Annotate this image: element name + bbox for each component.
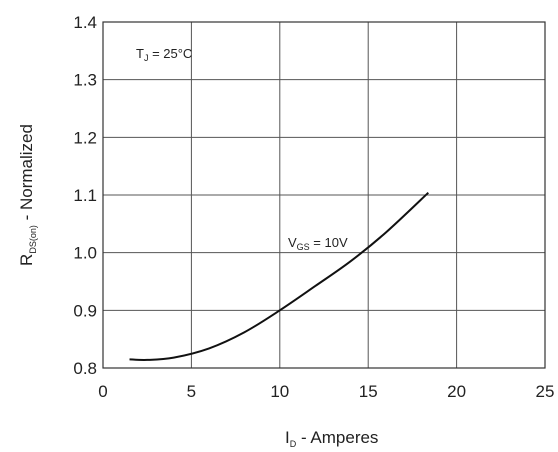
annotation-vgs-main: V <box>288 235 297 250</box>
series-line <box>129 191 429 361</box>
annotation-tj-sub: J <box>144 53 149 63</box>
y-axis-title-rest: - Normalized <box>17 124 36 225</box>
y-axis-title-main: R <box>17 254 36 266</box>
annotation-vgs: VGS = 10V <box>288 235 348 252</box>
x-tick-label: 0 <box>98 382 107 401</box>
x-axis-title-main: I <box>285 428 290 447</box>
annotation-vgs-sub: GS <box>297 242 310 252</box>
x-axis-title-sub: D <box>290 439 297 449</box>
x-tick-label: 25 <box>536 382 555 401</box>
plot-border <box>102 21 546 369</box>
y-axis-title: RDS(on) - Normalized <box>17 124 38 266</box>
y-tick-labels: 0.8 0.9 1.0 1.1 1.2 1.3 1.4 <box>73 13 97 378</box>
y-tick-label: 1.4 <box>73 13 97 32</box>
y-tick-label: 0.9 <box>73 301 97 320</box>
x-axis-title: ID - Amperes <box>285 428 378 449</box>
annotation-tj-rest: = 25°C <box>148 46 192 61</box>
y-tick-label: 1.0 <box>73 244 97 263</box>
y-tick-label: 1.3 <box>73 71 97 90</box>
x-axis-title-rest: - Amperes <box>296 428 378 447</box>
x-tick-labels: 0 5 10 15 20 25 <box>98 382 554 401</box>
x-tick-label: 5 <box>187 382 196 401</box>
annotation-vgs-rest: = 10V <box>310 235 348 250</box>
y-tick-label: 1.2 <box>73 128 97 147</box>
x-tick-label: 10 <box>270 382 289 401</box>
grid <box>102 21 546 369</box>
y-tick-label: 0.8 <box>73 359 97 378</box>
annotation-tj-main: T <box>136 46 144 61</box>
y-tick-label: 1.1 <box>73 186 97 205</box>
annotation-tj: TJ = 25°C <box>136 46 192 63</box>
x-tick-label: 15 <box>359 382 378 401</box>
x-tick-label: 20 <box>447 382 466 401</box>
y-axis-title-sub: DS(on) <box>28 225 38 254</box>
